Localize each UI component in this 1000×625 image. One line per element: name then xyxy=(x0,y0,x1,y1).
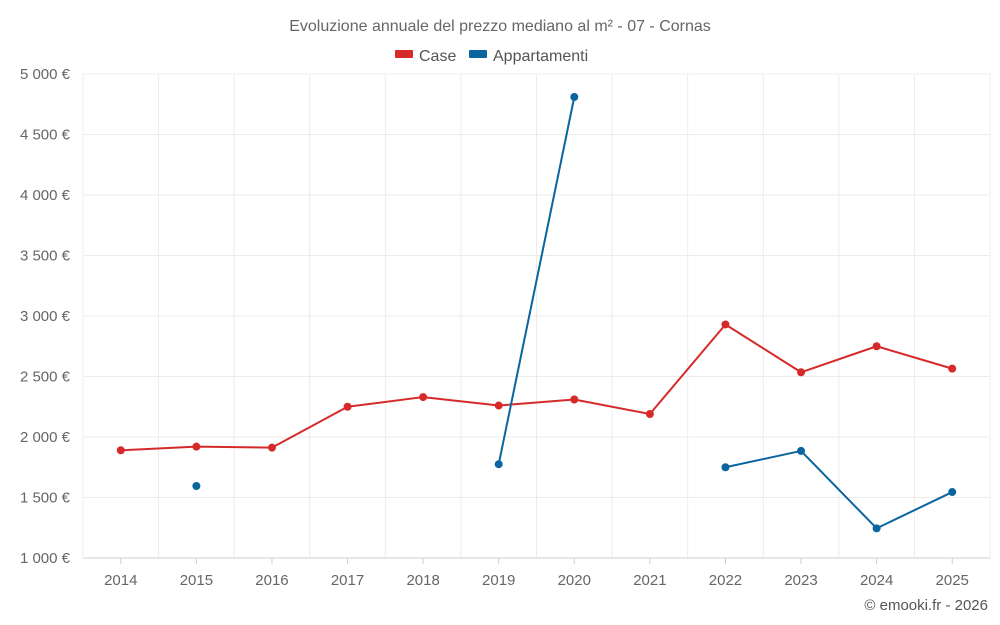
legend: Case Appartamenti xyxy=(395,48,588,65)
legend-swatch-case xyxy=(395,50,413,58)
data-point-case[interactable] xyxy=(797,368,806,377)
data-point-appartamenti[interactable] xyxy=(192,482,201,491)
x-tick-label: 2019 xyxy=(482,572,515,589)
data-point-case[interactable] xyxy=(267,443,276,452)
legend-item-appartamenti[interactable]: Appartamenti xyxy=(469,48,588,65)
data-point-case[interactable] xyxy=(419,393,428,402)
y-tick-label: 2 000 € xyxy=(20,429,71,446)
data-point-case[interactable] xyxy=(721,320,730,329)
y-tick-label: 4 500 € xyxy=(20,127,71,144)
x-tick-label: 2014 xyxy=(104,572,137,589)
series-line-appartamenti xyxy=(725,449,953,530)
data-point-appartamenti[interactable] xyxy=(948,488,957,497)
data-point-appartamenti[interactable] xyxy=(494,460,503,469)
grid xyxy=(82,73,991,558)
data-point-case[interactable] xyxy=(645,410,654,419)
chart-title: Evoluzione annuale del prezzo mediano al… xyxy=(289,18,711,35)
x-tick-label: 2016 xyxy=(255,572,288,589)
x-tick-label: 2024 xyxy=(860,572,893,589)
x-tick-label: 2015 xyxy=(180,572,213,589)
series-line-case xyxy=(120,323,953,452)
legend-label-appartamenti: Appartamenti xyxy=(493,48,588,65)
series xyxy=(116,92,957,533)
credit-text: © emooki.fr - 2026 xyxy=(864,597,988,614)
y-tick-label: 2 500 € xyxy=(20,369,71,386)
series-case xyxy=(116,320,957,455)
series-line-appartamenti xyxy=(497,96,576,465)
data-point-appartamenti[interactable] xyxy=(797,446,806,455)
series-appartamenti xyxy=(192,92,957,533)
x-tick-label: 2020 xyxy=(558,572,591,589)
data-point-case[interactable] xyxy=(570,395,579,404)
x-tick-label: 2022 xyxy=(709,572,742,589)
y-tick-label: 4 000 € xyxy=(20,187,71,204)
data-point-case[interactable] xyxy=(192,442,201,451)
data-point-case[interactable] xyxy=(948,364,957,373)
data-point-case[interactable] xyxy=(494,401,503,410)
y-tick-label: 1 500 € xyxy=(20,490,71,507)
y-tick-label: 1 000 € xyxy=(20,550,71,567)
axes: 1 000 € 1 500 € 2 000 € 2 500 € 3 000 € 3 500… xyxy=(20,66,990,589)
legend-swatch-appartamenti xyxy=(469,50,487,58)
x-tick-label: 2017 xyxy=(331,572,364,589)
data-point-appartamenti[interactable] xyxy=(570,92,579,101)
x-tick-label: 2023 xyxy=(784,572,817,589)
data-point-case[interactable] xyxy=(343,402,352,411)
data-point-case[interactable] xyxy=(116,446,125,455)
y-tick-label: 3 500 € xyxy=(20,248,71,265)
legend-item-case[interactable]: Case xyxy=(395,48,456,65)
data-point-appartamenti[interactable] xyxy=(872,524,881,533)
y-tick-label: 5 000 € xyxy=(20,66,71,83)
legend-label-case: Case xyxy=(419,48,456,65)
y-tick-label: 3 000 € xyxy=(20,308,71,325)
data-point-case[interactable] xyxy=(872,342,881,351)
x-tick-label: 2018 xyxy=(406,572,439,589)
data-point-appartamenti[interactable] xyxy=(721,463,730,472)
x-tick-label: 2021 xyxy=(633,572,666,589)
x-tick-label: 2025 xyxy=(936,572,969,589)
